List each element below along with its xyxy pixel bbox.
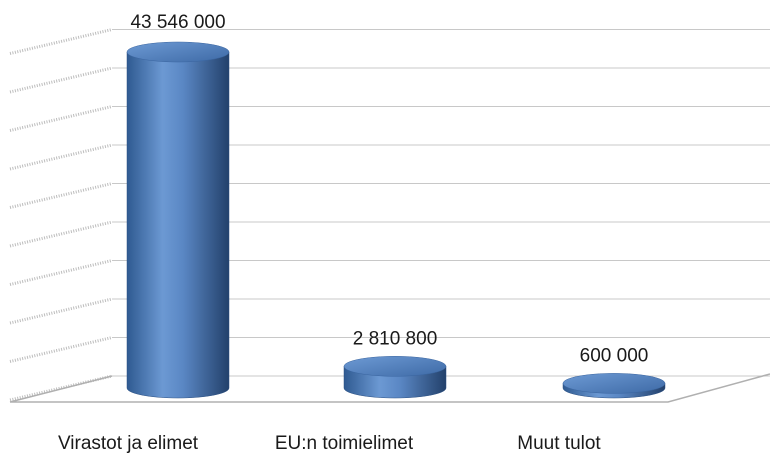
gridline-depth (9, 105, 113, 132)
category-label-3: Muut tulot (517, 433, 601, 454)
chart-floor (9, 373, 770, 403)
data-label-1: 43 546 000 (130, 12, 225, 33)
gridline-depth (9, 66, 113, 94)
bars (126, 41, 666, 399)
gridline-depth (9, 182, 113, 209)
gridline-depth (9, 220, 113, 248)
gridline-depth (9, 28, 113, 55)
gridline-depth (9, 143, 113, 171)
gridline-depth (9, 336, 113, 363)
bar-1-top (126, 41, 230, 63)
category-labels: Virastot ja elimet EU:n toimielimet Muut t… (58, 433, 601, 454)
bar-2-top (343, 356, 447, 377)
bar-3-top (562, 373, 666, 394)
data-label-2: 2 810 800 (353, 328, 438, 349)
data-labels: 43 546 000 2 810 800 600 000 (130, 12, 648, 366)
gridline-depth (9, 259, 113, 286)
data-label-3: 600 000 (580, 345, 649, 366)
category-label-1: Virastot ja elimet (58, 433, 199, 454)
category-label-2: EU:n toimielimet (275, 433, 414, 454)
bar-1 (126, 51, 230, 399)
gridline-depth (9, 297, 113, 325)
